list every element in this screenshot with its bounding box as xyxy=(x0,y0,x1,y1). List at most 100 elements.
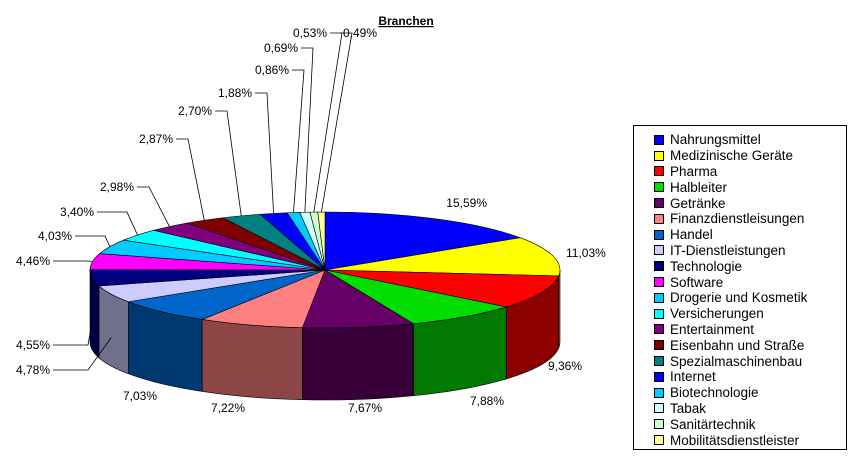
legend-swatch xyxy=(654,292,664,303)
legend-item: Entertainment xyxy=(654,322,846,338)
legend-item: Getränke xyxy=(654,195,846,211)
pie-slices xyxy=(89,211,561,329)
data-labels: 15,59% 11,03% 9,36% 7,88% 7,67% 7,22% 7,03% 4,7… xyxy=(16,26,606,415)
data-label-6: 7,22% xyxy=(211,401,245,415)
legend-item: Tabak xyxy=(654,401,846,417)
data-label-7: 7,03% xyxy=(123,389,157,403)
data-label-2: 11,03% xyxy=(566,246,606,260)
legend-label: Biotechnologie xyxy=(670,385,759,401)
legend-swatch xyxy=(654,419,664,430)
legend-label: Technologie xyxy=(670,258,743,274)
legend-label: Tabak xyxy=(670,400,707,416)
data-label-5: 7,67% xyxy=(348,401,382,415)
legend-swatch xyxy=(654,387,664,398)
data-label-10: 4,46% xyxy=(16,254,50,268)
slice-3 xyxy=(324,269,560,308)
data-label-14: 2,87% xyxy=(139,132,173,146)
legend-swatch xyxy=(654,229,664,240)
legend-swatch xyxy=(654,261,664,272)
legend-label: Versicherungen xyxy=(670,306,764,322)
legend-item: Technologie xyxy=(654,258,846,274)
slice-6 xyxy=(201,269,326,329)
legend-label: Halbleiter xyxy=(670,179,728,195)
legend-label: Nahrungsmittel xyxy=(670,132,761,148)
legend-item: Finanzdienstleisungen xyxy=(654,211,846,227)
legend-item: Internet xyxy=(654,369,846,385)
data-label-18: 0,69% xyxy=(264,41,298,55)
leader-line-9 xyxy=(53,320,93,346)
legend-label: Internet xyxy=(670,369,716,385)
legend-swatch xyxy=(654,213,664,224)
legend-swatch xyxy=(654,340,664,351)
legend-label: Getränke xyxy=(670,195,726,211)
legend-label: Entertainment xyxy=(670,321,755,337)
leader-line-19 xyxy=(313,32,343,213)
legend-item: Eisenbahn und Straße xyxy=(654,337,846,353)
legend-item: Drogerie und Kosmetik xyxy=(654,290,846,306)
legend-label: Spezialmaschinenbau xyxy=(670,353,803,369)
legend-swatch xyxy=(654,134,664,145)
data-label-15: 2,70% xyxy=(178,104,212,118)
data-label-16: 1,88% xyxy=(218,86,252,100)
legend-item: Versicherungen xyxy=(654,306,846,322)
data-label-3: 9,36% xyxy=(548,359,582,373)
legend-item: Biotechnologie xyxy=(654,385,846,401)
leader-line-17 xyxy=(292,69,305,213)
legend-item: Handel xyxy=(654,227,846,243)
leader-line-8 xyxy=(53,337,112,371)
legend-item: Medizinische Geräte xyxy=(654,148,846,164)
legend-item: Software xyxy=(654,274,846,290)
slice-1 xyxy=(324,211,522,271)
legend-swatch xyxy=(654,182,664,193)
slice-2 xyxy=(324,237,561,277)
legend-label: Eisenbahn und Straße xyxy=(670,337,805,353)
data-label-19: 0,53% xyxy=(293,26,327,40)
legend-label: Software xyxy=(670,274,724,290)
legend: Nahrungsmittel Medizinische Geräte Pharma H… xyxy=(633,125,847,450)
legend-swatch xyxy=(654,435,664,446)
legend-item: Halbleiter xyxy=(654,179,846,195)
legend-swatch xyxy=(654,150,664,161)
data-label-1: 15,59% xyxy=(446,196,487,210)
leader-line-15 xyxy=(215,110,242,216)
data-label-4: 7,88% xyxy=(470,394,504,408)
legend-swatch xyxy=(654,277,664,288)
legend-item: Pharma xyxy=(654,164,846,180)
data-label-9: 4,55% xyxy=(16,338,50,352)
leader-line-12 xyxy=(97,211,138,236)
slice-side-6 xyxy=(201,319,303,401)
slice-5 xyxy=(302,269,415,329)
leader-line-10 xyxy=(53,260,93,262)
slice-4 xyxy=(324,269,507,325)
legend-swatch xyxy=(654,166,664,177)
legend-item: Nahrungsmittel xyxy=(654,132,846,148)
legend-swatch xyxy=(654,356,664,367)
leader-line-20 xyxy=(320,32,353,213)
legend-label: Handel xyxy=(670,227,713,243)
legend-label: Sanitärtechnik xyxy=(670,416,756,432)
slice-7 xyxy=(127,269,326,320)
data-label-13: 2,98% xyxy=(100,180,134,194)
legend-item: Mobilitätsdienstleister xyxy=(654,432,846,448)
legend-swatch xyxy=(654,245,664,256)
legend-swatch xyxy=(654,198,664,209)
data-label-12: 3,40% xyxy=(60,205,94,219)
legend-label: Mobilitätsdienstleister xyxy=(670,432,800,448)
legend-swatch xyxy=(654,403,664,414)
legend-item: IT-Dienstleistungen xyxy=(654,243,846,259)
pie-sides xyxy=(89,269,561,401)
legend-label: Pharma xyxy=(670,163,718,179)
legend-label: Drogerie und Kosmetik xyxy=(670,290,808,306)
legend-label: Finanzdienstleisungen xyxy=(670,211,805,227)
legend-item: Sanitärtechnik xyxy=(654,416,846,432)
legend-label: Medizinische Geräte xyxy=(670,148,794,164)
leader-line-11 xyxy=(75,235,111,247)
leader-line-14 xyxy=(176,138,205,221)
data-label-17: 0,86% xyxy=(255,63,289,77)
legend-swatch xyxy=(654,308,664,319)
slice-side-5 xyxy=(302,323,414,401)
legend-swatch xyxy=(654,324,664,335)
leader-line-13 xyxy=(137,186,170,227)
data-label-11: 4,03% xyxy=(38,229,72,243)
